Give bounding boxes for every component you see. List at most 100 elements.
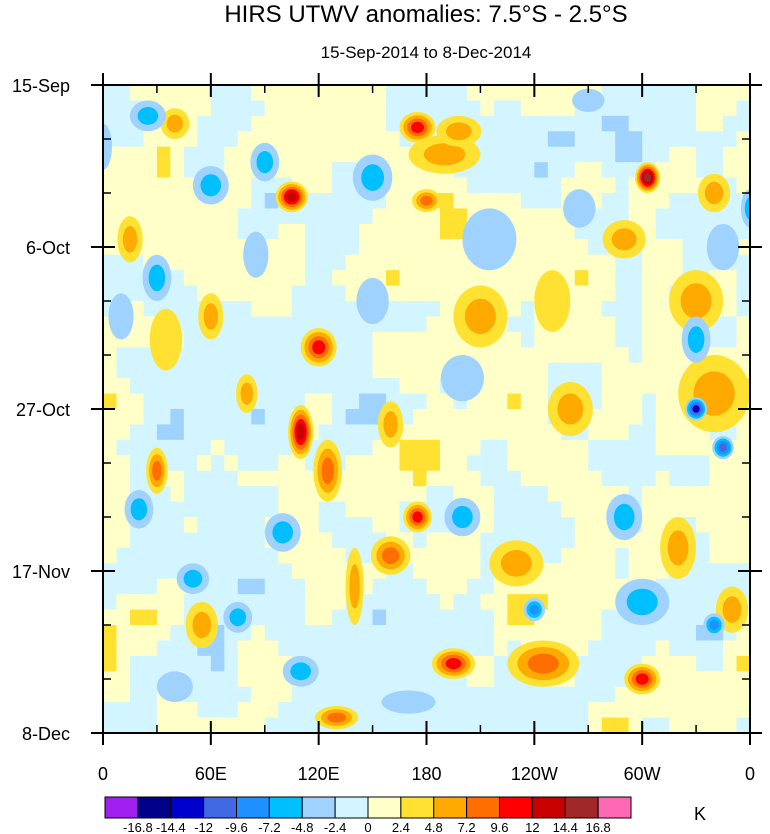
field-cell	[116, 594, 131, 611]
field-cell	[696, 655, 711, 673]
field-cell	[493, 85, 509, 102]
field-cell	[561, 115, 576, 133]
field-cell	[682, 146, 697, 163]
field-cell	[655, 146, 670, 163]
field-cell	[129, 409, 145, 426]
field-cell	[655, 686, 670, 703]
field-cell	[386, 486, 401, 503]
field-cell	[426, 455, 441, 472]
field-cell	[116, 270, 131, 287]
field-cell	[682, 239, 697, 256]
field-cell	[615, 193, 630, 210]
field-cell	[399, 625, 414, 642]
warm-anomaly-contour	[149, 308, 183, 371]
field-cell	[413, 625, 428, 642]
field-cell	[399, 409, 414, 426]
field-cell	[116, 517, 131, 534]
colorbar-swatch	[466, 796, 501, 819]
field-cell	[143, 702, 158, 719]
cold-anomaly-contour	[563, 189, 596, 228]
field-cell	[399, 362, 414, 379]
field-cell	[615, 301, 630, 318]
field-cell	[129, 301, 145, 318]
field-cell	[291, 254, 306, 271]
field-cell	[453, 470, 468, 487]
field-cell	[318, 223, 333, 241]
field-cell	[574, 455, 590, 472]
field-cell	[669, 177, 684, 194]
field-cell	[224, 547, 239, 565]
field-cell	[520, 702, 536, 719]
field-cell	[251, 331, 266, 349]
field-cell	[372, 378, 387, 395]
field-cell	[332, 85, 347, 102]
field-cell	[116, 532, 131, 549]
field-cell	[237, 655, 253, 673]
field-cell	[305, 162, 320, 179]
y-tick-label: 6-Oct	[26, 238, 70, 258]
field-cell	[103, 409, 118, 426]
colorbar-level-label: -16.8	[123, 820, 153, 834]
field-cell	[426, 285, 441, 302]
field-cell	[359, 424, 374, 441]
field-cell	[170, 223, 185, 241]
field-cell	[143, 578, 158, 595]
field-cell	[251, 594, 266, 611]
field-cell	[507, 609, 522, 626]
field-cell	[453, 625, 468, 642]
field-cell	[197, 409, 212, 426]
field-cell	[561, 455, 576, 472]
field-cell	[534, 146, 549, 163]
field-cell	[318, 285, 333, 302]
field-cell	[453, 532, 468, 549]
field-cell	[372, 486, 387, 503]
field-cell	[237, 85, 253, 102]
field-cell	[251, 655, 266, 673]
field-cell	[682, 470, 697, 487]
field-cell	[628, 378, 643, 395]
field-cell	[709, 717, 724, 733]
field-cell	[682, 115, 697, 133]
field-cell	[345, 331, 360, 349]
field-cell	[669, 131, 684, 148]
warm-anomaly	[275, 181, 308, 213]
field-cell	[345, 517, 360, 534]
field-cell	[709, 115, 724, 133]
field-cell	[615, 162, 630, 179]
field-cell	[386, 146, 401, 163]
field-cell	[588, 378, 603, 395]
field-cell	[601, 316, 617, 333]
field-cell	[682, 439, 697, 457]
field-cell	[237, 702, 253, 719]
field-cell	[439, 85, 455, 102]
field-cell	[709, 547, 724, 565]
field-cell	[615, 254, 630, 271]
field-cell	[413, 547, 428, 565]
field-cell	[197, 655, 212, 673]
field-cell	[278, 609, 293, 626]
field-cell	[318, 177, 333, 194]
field-cell	[345, 671, 360, 688]
field-cell	[561, 347, 576, 364]
field-cell	[480, 470, 495, 487]
field-cell	[736, 223, 750, 241]
field-cell	[278, 85, 293, 102]
field-cell	[386, 239, 401, 256]
field-cell	[129, 424, 145, 441]
field-cell	[291, 100, 306, 117]
field-cell	[210, 578, 226, 595]
field-cell	[197, 223, 212, 241]
field-cell	[170, 717, 185, 733]
field-cell	[197, 146, 212, 163]
field-cell	[574, 347, 590, 364]
field-cell	[426, 640, 441, 657]
field-cell	[305, 717, 320, 733]
field-cell	[615, 563, 630, 580]
field-cell	[237, 439, 253, 457]
field-cell	[534, 702, 549, 719]
field-cell	[359, 532, 374, 549]
field-cell	[264, 378, 280, 395]
field-cell	[520, 177, 536, 194]
field-cell	[129, 702, 145, 719]
field-cell	[561, 547, 576, 565]
